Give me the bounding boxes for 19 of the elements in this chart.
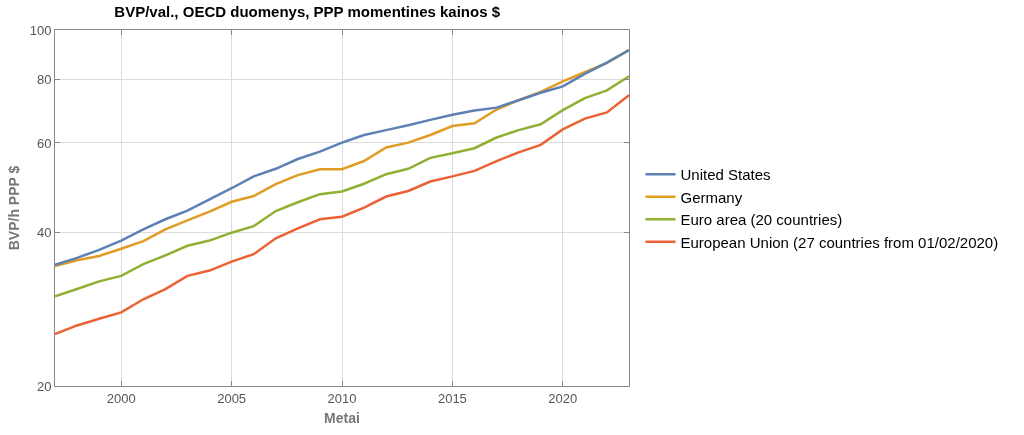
- x-tick-label: 2020: [548, 390, 578, 406]
- chart-title: BVP/val., OECD duomenys, PPP momentines kainos $: [114, 3, 501, 21]
- x-tick-label: 2000: [106, 390, 136, 406]
- legend-label: Euro area (20 countries): [680, 211, 843, 229]
- y-tick-label: 100: [29, 22, 52, 38]
- x-tick-label: 2005: [217, 390, 247, 406]
- y-tick-label: 20: [36, 378, 52, 394]
- y-tick-label: 80: [36, 71, 52, 87]
- x-tick-label: 2010: [327, 390, 357, 406]
- y-axis-title: BVP/h PPP $: [6, 165, 23, 251]
- legend-label: European Union (27 countries from 01/02/2020): [680, 233, 999, 251]
- line-series: [55, 75, 629, 298]
- y-tick-label: 40: [36, 225, 52, 241]
- y-tick-label: 60: [36, 135, 52, 151]
- legend-label: Germany: [680, 188, 743, 206]
- x-axis-title: Metai: [324, 409, 360, 426]
- legend-label: United States: [680, 166, 771, 184]
- line-series: [55, 93, 629, 336]
- x-tick-label: 2015: [437, 390, 467, 406]
